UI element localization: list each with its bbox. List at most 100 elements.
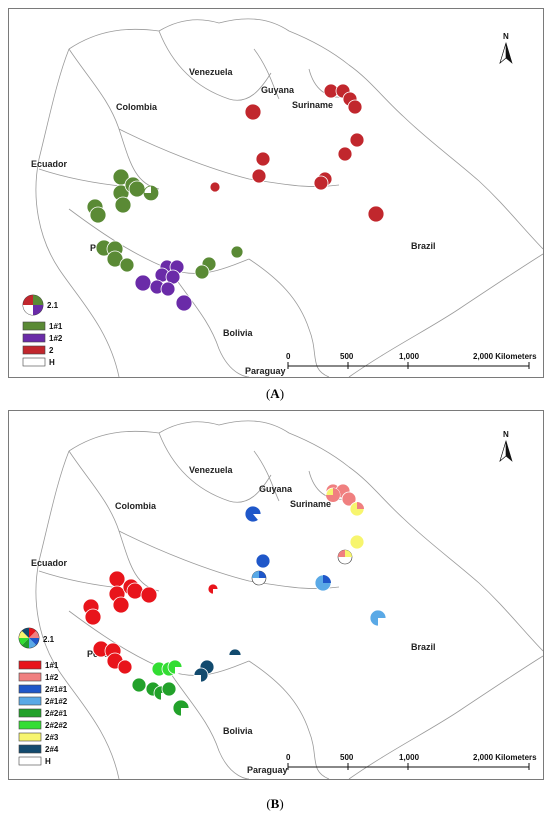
site-pie-slice bbox=[326, 488, 340, 502]
site-pie bbox=[84, 608, 102, 626]
legend-swatch bbox=[18, 732, 42, 742]
legend-swatch bbox=[18, 744, 42, 754]
map-a-svg: Venezuela Guyana Suriname Colombia Ecuad… bbox=[22, 18, 543, 377]
legend-label: 2 bbox=[49, 346, 54, 355]
site-pie bbox=[175, 294, 193, 312]
site-pie-slice bbox=[194, 675, 201, 682]
svg-text:500: 500 bbox=[340, 352, 354, 361]
site-pie bbox=[128, 180, 146, 198]
caption-b: (B) bbox=[266, 796, 284, 811]
legend-label: 1#1 bbox=[45, 661, 59, 670]
pie-key-icon bbox=[22, 294, 44, 316]
site-pie-slice bbox=[259, 571, 266, 578]
site-pie bbox=[126, 582, 144, 600]
label-paraguay: Paraguay bbox=[245, 366, 286, 376]
scale-bar: 0 500 1,000 2,000 Kilometers bbox=[286, 753, 537, 770]
svg-text:0: 0 bbox=[286, 352, 291, 361]
legend-label: 2#4 bbox=[45, 745, 59, 754]
site-pie bbox=[367, 205, 385, 223]
map-b-svg: Venezuela Guyana Suriname Colombia Ecuad… bbox=[18, 420, 543, 779]
legend-label: 1#2 bbox=[49, 334, 63, 343]
site-pie-slice bbox=[338, 550, 345, 557]
label-venezuela: Venezuela bbox=[189, 67, 234, 77]
legend-label: 2#1#1 bbox=[45, 685, 68, 694]
site-pie bbox=[337, 146, 353, 162]
site-pie bbox=[313, 175, 329, 191]
label-ecuador: Ecuador bbox=[31, 159, 68, 169]
north-arrow-icon: N bbox=[499, 430, 513, 462]
pie-key-icon bbox=[18, 627, 40, 649]
label-bolivia: Bolivia bbox=[223, 726, 254, 736]
label-ecuador: Ecuador bbox=[31, 558, 68, 568]
site-pie bbox=[140, 586, 158, 604]
legend-swatch bbox=[18, 660, 42, 670]
legend-label: 2#2#1 bbox=[45, 709, 68, 718]
site-pie-slice bbox=[252, 571, 259, 578]
svg-text:2,000 Kilometers: 2,000 Kilometers bbox=[473, 352, 537, 361]
site-pie-slice bbox=[378, 618, 386, 626]
site-pie bbox=[134, 274, 152, 292]
site-pie bbox=[341, 491, 357, 507]
caption-a: (A) bbox=[265, 386, 285, 401]
pie-key-label: 2.1 bbox=[43, 635, 55, 644]
site-pie-slice bbox=[144, 186, 158, 200]
site-pie-slice bbox=[357, 502, 364, 509]
legend-swatch bbox=[18, 672, 42, 682]
site-pie bbox=[117, 659, 133, 675]
site-pie bbox=[251, 168, 267, 184]
site-pie-slice bbox=[345, 550, 352, 557]
site-pie bbox=[160, 281, 176, 297]
site-pie-slice bbox=[323, 575, 331, 583]
scale-bar: 0 500 1,000 2,000 Kilometers bbox=[286, 352, 537, 369]
svg-text:2,000 Kilometers: 2,000 Kilometers bbox=[473, 753, 537, 762]
legend-label: H bbox=[45, 757, 51, 766]
label-suriname: Suriname bbox=[292, 100, 333, 110]
svg-text:0: 0 bbox=[286, 753, 291, 762]
site-pie bbox=[255, 151, 271, 167]
site-pie bbox=[119, 257, 135, 273]
legend-label: H bbox=[49, 358, 55, 367]
site-pie bbox=[349, 534, 365, 550]
legend-a: 2.1 1#1 1#2 2 H bbox=[22, 294, 63, 367]
label-brazil: Brazil bbox=[411, 241, 436, 251]
map-panel-b: Venezuela Guyana Suriname Colombia Ecuad… bbox=[8, 410, 544, 780]
site-pie bbox=[108, 570, 126, 588]
site-pie bbox=[347, 99, 363, 115]
legend-label: 1#2 bbox=[45, 673, 59, 682]
label-suriname: Suriname bbox=[290, 499, 331, 509]
map-panel-a: Venezuela Guyana Suriname Colombia Ecuad… bbox=[8, 8, 544, 378]
legend-b: 2.1 1#1 1#2 2#1#1 2#1#2 2#2#1 2#2#2 2#3 2#4 H bbox=[18, 627, 68, 766]
label-bolivia: Bolivia bbox=[223, 328, 254, 338]
site-pie bbox=[209, 181, 221, 193]
svg-text:1,000: 1,000 bbox=[399, 753, 420, 762]
legend-label: 2#2#2 bbox=[45, 721, 68, 730]
label-guyana: Guyana bbox=[259, 484, 293, 494]
svg-text:N: N bbox=[503, 32, 509, 41]
legend-swatch bbox=[18, 756, 42, 766]
label-guyana: Guyana bbox=[261, 85, 295, 95]
legend-swatch bbox=[22, 357, 46, 367]
site-pie bbox=[349, 132, 365, 148]
site-pie bbox=[89, 206, 107, 224]
site-pie-slice bbox=[181, 708, 189, 716]
site-pie bbox=[230, 245, 244, 259]
site-pie bbox=[244, 103, 262, 121]
site-pie bbox=[161, 681, 177, 697]
site-pie bbox=[194, 264, 210, 280]
legend-swatch bbox=[18, 696, 42, 706]
site-pie bbox=[114, 196, 132, 214]
legend-swatch bbox=[22, 321, 46, 331]
label-paraguay: Paraguay bbox=[247, 765, 288, 775]
legend-swatch bbox=[18, 708, 42, 718]
label-brazil: Brazil bbox=[411, 642, 436, 652]
site-pie-slice bbox=[213, 589, 218, 594]
legend-label: 2#3 bbox=[45, 733, 59, 742]
svg-text:1,000: 1,000 bbox=[399, 352, 420, 361]
caption-a-letter: A bbox=[270, 386, 280, 401]
svg-text:N: N bbox=[503, 430, 509, 439]
legend-swatch bbox=[18, 720, 42, 730]
site-pie-slice bbox=[229, 655, 241, 661]
north-arrow-icon: N bbox=[499, 32, 513, 64]
sampling-sites-a bbox=[86, 83, 385, 312]
site-pie-slice bbox=[175, 667, 182, 674]
